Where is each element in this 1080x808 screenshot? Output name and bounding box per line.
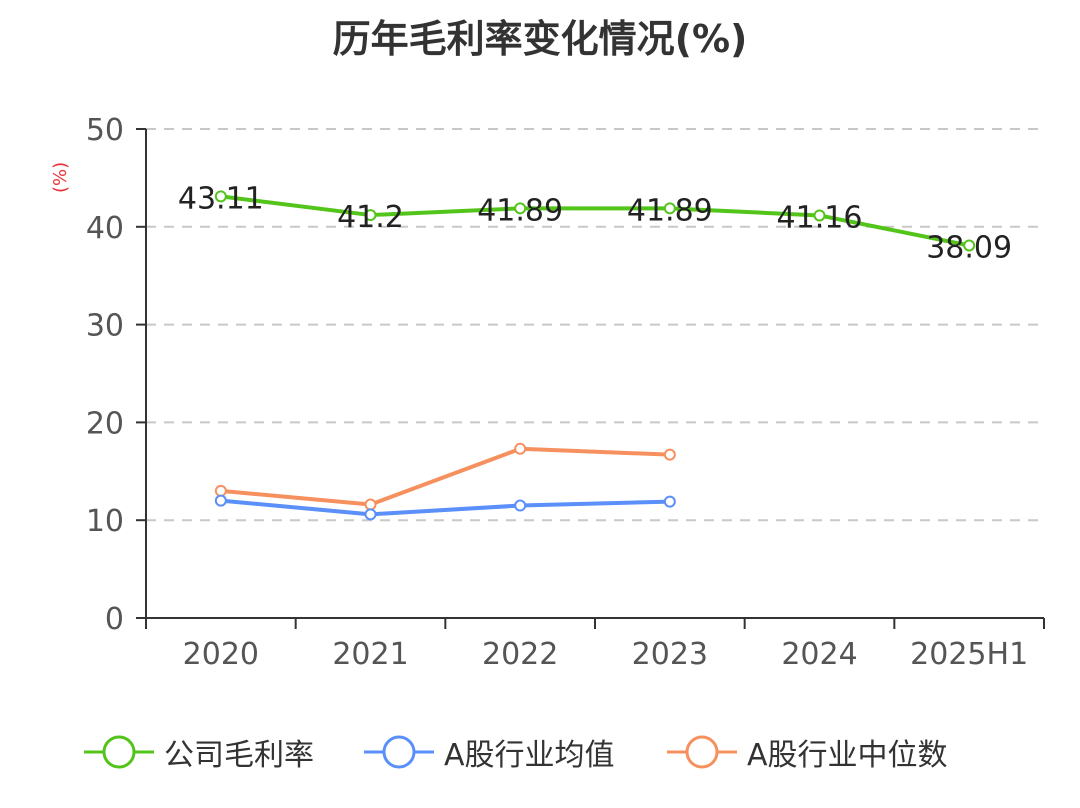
data-point[interactable] [963,239,976,252]
y-tick-label: 30 [86,309,124,344]
data-point[interactable] [364,209,377,222]
data-label: 41.16 [777,200,863,235]
series-lines [214,190,976,521]
data-label: 41.89 [627,193,713,228]
data-point[interactable] [663,202,676,215]
data-point[interactable] [813,209,826,222]
data-label: 41.2 [337,200,404,235]
legend-item-industry-median[interactable]: A股行业中位数 [667,720,948,784]
axes: 0 10 20 30 40 50 2020 2021 2022 2023 2024 2025H1 [86,113,1045,672]
legend-item-industry-average[interactable]: A股行业均值 [364,720,615,784]
series-line-0 [218,194,972,248]
y-tick-label: 0 [105,602,124,637]
data-label: 41.89 [477,193,563,228]
legend-swatch-icon [667,735,737,769]
data-point[interactable] [214,190,227,203]
y-tick-label: 40 [86,211,124,246]
x-tick-label: 2023 [632,637,708,672]
series-line-1 [218,498,672,517]
y-tick-label: 10 [86,504,124,539]
y-tick-label: 20 [86,406,124,441]
data-point[interactable] [214,494,227,507]
data-point[interactable] [663,448,676,461]
data-label: 43.11 [178,181,264,216]
data-point[interactable] [214,484,227,497]
series-line-2 [218,446,672,507]
chart-title: 历年毛利率变化情况(%) [332,17,748,61]
legend: 公司毛利率 A股行业均值 A股行业中位数 [0,720,1080,784]
x-tick-label: 2021 [332,637,408,672]
x-tick-label: 2022 [482,637,558,672]
legend-label: A股行业均值 [444,738,615,773]
x-tick-label: 2024 [781,637,857,672]
data-point[interactable] [364,498,377,511]
legend-label: 公司毛利率 [164,738,314,773]
data-label: 38.09 [926,230,1012,265]
legend-item-company-gross-margin[interactable]: 公司毛利率 [84,720,314,784]
legend-swatch-icon [364,735,434,769]
data-point[interactable] [514,499,527,512]
x-tick-label: 2025H1 [910,637,1028,672]
legend-label: A股行业中位数 [747,738,948,773]
x-tick-label: 2020 [183,637,259,672]
y-tick-label: 50 [86,113,124,148]
grid-lines [146,128,1044,522]
data-point[interactable] [663,495,676,508]
data-point[interactable] [514,442,527,455]
data-point[interactable] [364,508,377,521]
data-labels: 43.11 41.2 41.89 41.89 41.16 38.09 [178,181,1012,265]
legend-swatch-icon [84,735,154,769]
data-point[interactable] [514,202,527,215]
